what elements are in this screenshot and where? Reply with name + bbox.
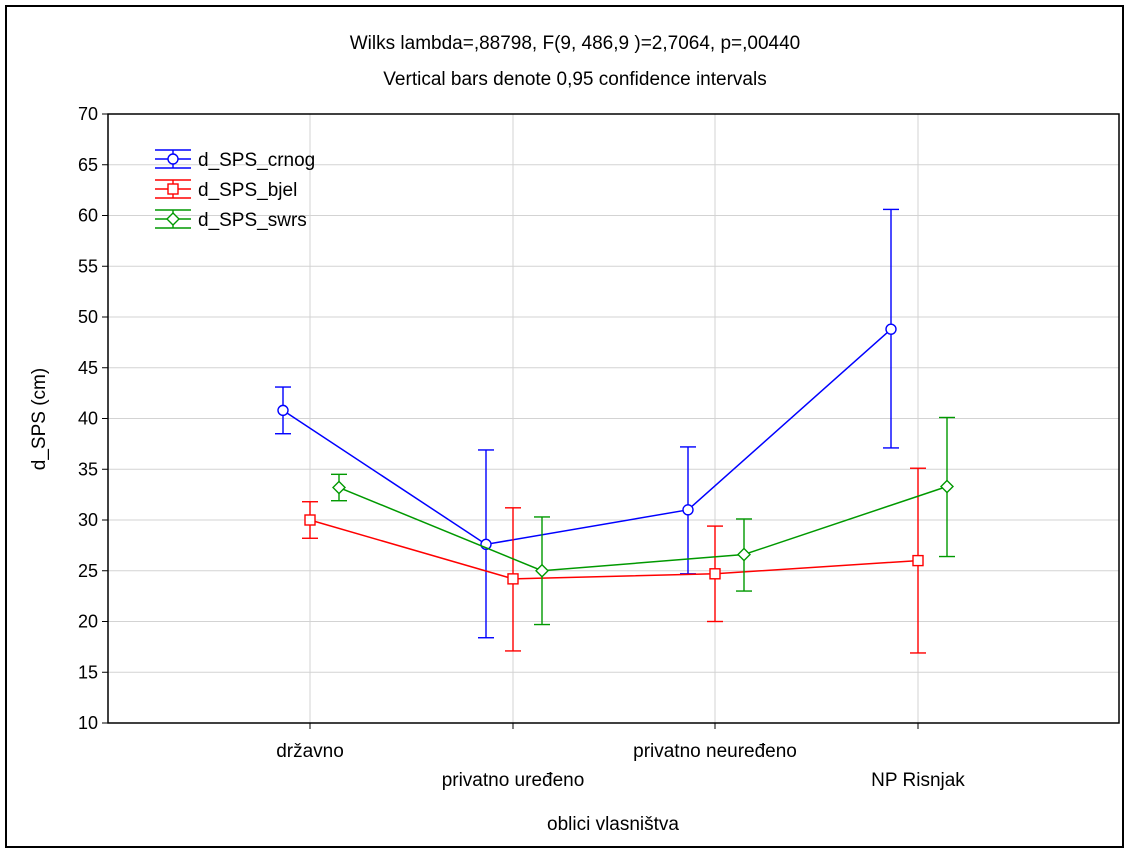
y-tick-label: 35: [78, 459, 98, 479]
x-tick-label: privatno uređeno: [442, 770, 585, 791]
y-tick-label: 50: [78, 307, 98, 327]
legend: d_SPS_crnog d_SPS_bjel d_SPS_swrs: [155, 149, 315, 231]
y-tick-label: 15: [78, 662, 98, 682]
y-tick-label: 20: [78, 612, 98, 632]
y-tick-label: 25: [78, 561, 98, 581]
x-tick-label: NP Risnjak: [871, 770, 965, 791]
series-d_SPS_bjel: [302, 467, 926, 654]
y-tick-label: 55: [78, 256, 98, 276]
legend-marker: [166, 212, 180, 226]
data-point: [535, 563, 549, 578]
legend-marker: [167, 183, 179, 195]
legend-entry-d_SPS_swrs: d_SPS_swrs: [155, 209, 307, 231]
data-point: [304, 514, 316, 526]
chart-frame: [5, 5, 1124, 848]
y-tick-label: 30: [78, 510, 98, 530]
data-point: [912, 554, 924, 567]
series-layer: [275, 208, 955, 654]
data-point: [885, 323, 897, 335]
data-point: [332, 480, 346, 495]
data-point: [709, 568, 721, 580]
legend-label: d_SPS_crnog: [198, 150, 315, 171]
data-point: [507, 573, 519, 585]
y-tick-label: 10: [78, 713, 98, 733]
series-line: [338, 485, 948, 572]
legend-label: d_SPS_swrs: [198, 210, 307, 231]
data-point: [940, 479, 954, 494]
y-tick-label: 40: [78, 409, 98, 429]
series-line: [282, 328, 892, 546]
legend-entry-d_SPS_bjel: d_SPS_bjel: [155, 179, 297, 201]
x-tick-label: državno: [276, 741, 344, 762]
series-d_SPS_crnog: [275, 208, 899, 639]
x-axis-ticks: državno privatno uređeno privatno neuređen…: [276, 723, 965, 791]
chart-title: Wilks lambda=,88798, F(9, 486,9 )=2,7064…: [350, 33, 801, 54]
y-tick-label: 60: [78, 206, 98, 226]
data-point: [737, 547, 751, 562]
legend-marker: [167, 153, 179, 165]
grid-lines: [108, 114, 1119, 723]
chart-subtitle: Vertical bars denote 0,95 confidence int…: [383, 69, 766, 90]
y-axis-ticks: 10 15 20 25 30 35 40 45 50 55 60 65 70: [78, 104, 108, 733]
legend-entry-d_SPS_crnog: d_SPS_crnog: [155, 149, 315, 171]
y-tick-label: 45: [78, 358, 98, 378]
y-tick-label: 70: [78, 104, 98, 124]
x-axis-label: oblici vlasništva: [547, 814, 679, 835]
y-axis-label: d_SPS (cm): [29, 368, 50, 470]
y-tick-label: 65: [78, 155, 98, 175]
x-tick-label: privatno neuređeno: [633, 741, 797, 762]
data-point: [277, 404, 289, 417]
series-d_SPS_swrs: [331, 416, 955, 626]
legend-label: d_SPS_bjel: [198, 180, 297, 201]
data-point: [682, 504, 694, 516]
series-line: [309, 519, 919, 580]
